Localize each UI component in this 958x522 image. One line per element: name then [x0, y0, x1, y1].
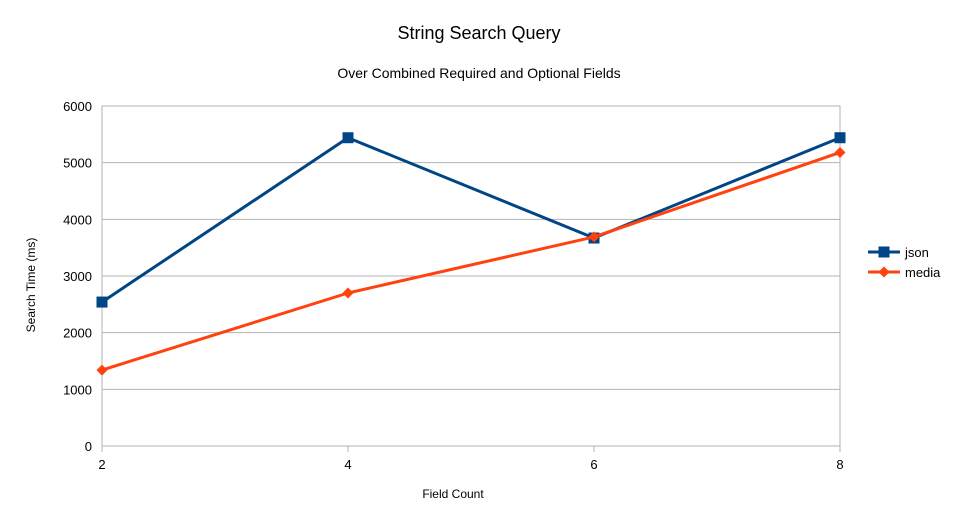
series-line-media: [101, 151, 841, 372]
plot-area: [101, 105, 841, 447]
y-axis-title: Search Time (ms): [24, 238, 38, 333]
chart-title: String Search Query: [397, 23, 560, 43]
data-point-json: [342, 132, 354, 144]
chart-subtitle: Over Combined Required and Optional Fiel…: [337, 65, 620, 81]
y-tick-label: 4000: [63, 212, 92, 227]
y-tick-label: 0: [85, 439, 92, 454]
legend-item-media: media: [868, 265, 941, 280]
y-tick-label: 1000: [63, 382, 92, 397]
y-tick-label: 5000: [63, 156, 92, 171]
series-line-json: [101, 136, 841, 304]
data-point-media: [342, 287, 354, 299]
legend-label: media: [905, 265, 941, 280]
y-axis-ticks: 0 1000 2000 3000 4000 5000 6000: [63, 99, 92, 454]
y-tick-label: 3000: [63, 269, 92, 284]
legend: json media: [868, 245, 941, 280]
data-point-media: [96, 364, 108, 376]
grid-lines: [102, 105, 840, 447]
y-tick-label: 6000: [63, 99, 92, 114]
x-axis-ticks: 2 4 6 8: [98, 446, 844, 472]
x-tick-label: 8: [836, 457, 843, 472]
data-point-media: [834, 146, 846, 158]
legend-marker: [878, 266, 890, 278]
data-point-media: [588, 231, 600, 243]
series-layer: [96, 132, 846, 376]
data-point-json: [96, 296, 108, 308]
legend-label: json: [904, 245, 929, 260]
legend-item-json: json: [868, 245, 929, 260]
series-json: [96, 132, 846, 308]
y-tick-label: 2000: [63, 326, 92, 341]
legend-marker: [878, 246, 890, 258]
series-media: [96, 146, 846, 376]
x-tick-label: 4: [344, 457, 351, 472]
x-axis-title: Field Count: [422, 487, 484, 501]
data-point-json: [834, 132, 846, 144]
x-tick-label: 2: [98, 457, 105, 472]
x-tick-label: 6: [590, 457, 597, 472]
